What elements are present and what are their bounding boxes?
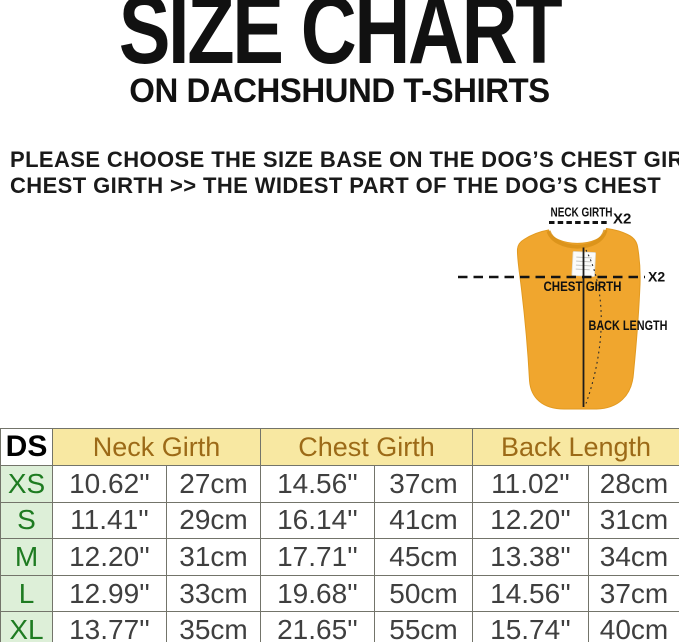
measurement-cell: 28cm <box>588 465 679 503</box>
measurement-cell: 13.38'' <box>472 538 590 576</box>
size-row-s: S 11.41'' 29cm 16.14'' 41cm 12.20'' 31cm <box>0 501 679 540</box>
chest-girth-label: CHEST GIRTH <box>544 279 622 294</box>
shirt-measurement-diagram: NECK GIRTH X2 CHEST GIRTH X2 BACK LENGTH <box>458 206 668 410</box>
measurement-cell: 12.99'' <box>52 574 167 613</box>
measurement-cell: 21.65'' <box>260 611 375 642</box>
neck-x2-label: X2 <box>613 211 631 228</box>
table-header-row: DS Neck Girth Chest Girth Back Length <box>0 428 679 466</box>
measurement-cell: 33cm <box>166 574 261 613</box>
shirt-collar <box>546 229 608 249</box>
size-cell: XS <box>0 465 53 503</box>
measurement-cell: 11.41'' <box>52 501 167 540</box>
size-row-l: L 12.99'' 33cm 19.68'' 50cm 14.56'' 37cm <box>0 574 679 613</box>
size-table: DS Neck Girth Chest Girth Back Length XS… <box>0 428 679 642</box>
header-neck-girth: Neck Girth <box>52 428 261 466</box>
measurement-cell: 31cm <box>588 501 679 540</box>
page-title: SIZE CHART <box>118 0 563 84</box>
instructions: PLEASE CHOOSE THE SIZE BASE ON THE DOG’S… <box>10 147 679 199</box>
measurement-cell: 19.68'' <box>260 574 375 613</box>
measurement-cell: 17.71'' <box>260 538 375 576</box>
header-back-length: Back Length <box>472 428 679 466</box>
seam-dotted-line <box>585 249 602 404</box>
instruction-line-1: PLEASE CHOOSE THE SIZE BASE ON THE DOG’S… <box>10 147 679 172</box>
measurement-cell: 14.56'' <box>472 574 590 613</box>
measurement-cell: 37cm <box>588 574 679 613</box>
measurement-cell: 15.74'' <box>472 611 590 642</box>
measurement-cell: 13.77'' <box>52 611 167 642</box>
measurement-cell: 55cm <box>373 611 474 642</box>
size-cell: L <box>0 574 53 613</box>
size-cell: XL <box>0 611 53 642</box>
shirt-body <box>516 227 641 410</box>
measurement-cell: 29cm <box>166 501 261 540</box>
measurement-cell: 45cm <box>373 538 474 576</box>
measurement-cell: 16.14'' <box>260 501 375 540</box>
size-row-xl: XL 13.77'' 35cm 21.65'' 55cm 15.74'' 40c… <box>0 611 679 642</box>
page-subtitle: ON DACHSHUND T-SHIRTS <box>129 72 550 110</box>
size-cell: M <box>0 538 53 576</box>
measurement-cell: 50cm <box>373 574 474 613</box>
header-chest-girth: Chest Girth <box>259 428 474 466</box>
back-length-label: BACK LENGTH <box>589 318 668 333</box>
measurement-cell: 35cm <box>166 611 261 642</box>
size-row-xs: XS 10.62'' 27cm 14.56'' 37cm 11.02'' 28c… <box>0 465 679 503</box>
measurement-cell: 40cm <box>588 611 679 642</box>
measurement-cell: 12.20'' <box>472 501 590 540</box>
measurement-cell: 11.02'' <box>472 465 590 503</box>
measurement-cell: 41cm <box>373 501 474 540</box>
measurement-cell: 34cm <box>588 538 679 576</box>
size-cell: S <box>0 501 53 540</box>
instruction-line-2: CHEST GIRTH >> THE WIDEST PART OF THE DO… <box>10 173 662 198</box>
size-row-m: M 12.20'' 31cm 17.71'' 45cm 13.38'' 34cm <box>0 538 679 576</box>
measurement-cell: 37cm <box>373 465 474 503</box>
corner-header: DS <box>0 428 53 466</box>
measurement-cell: 27cm <box>166 465 261 503</box>
chest-x2-label: X2 <box>648 269 665 285</box>
measurement-cell: 31cm <box>166 538 261 576</box>
neck-girth-label: NECK GIRTH <box>551 206 613 220</box>
measurement-cell: 10.62'' <box>52 465 167 503</box>
measurement-cell: 12.20'' <box>52 538 167 576</box>
measurement-cell: 14.56'' <box>260 465 375 503</box>
